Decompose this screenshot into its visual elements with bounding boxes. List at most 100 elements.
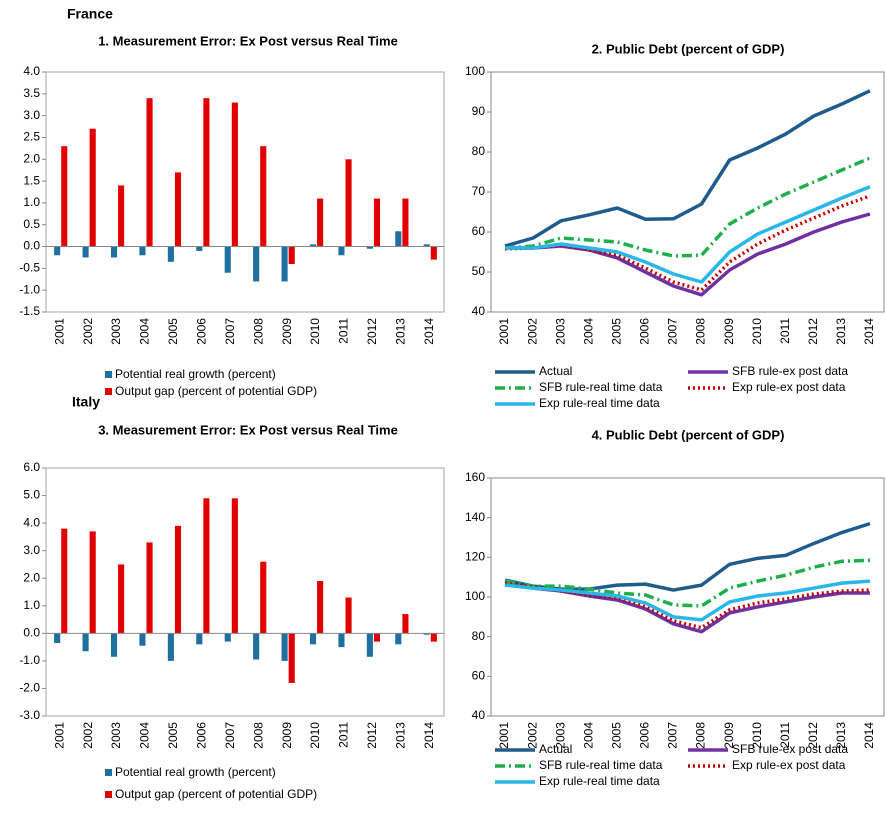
y-tick-label: -1.0 xyxy=(19,653,40,667)
bar xyxy=(395,231,402,247)
line-series xyxy=(504,579,871,622)
bar xyxy=(317,580,324,634)
x-tick-label: 2011 xyxy=(337,722,351,748)
bar xyxy=(224,246,231,273)
legend-swatch xyxy=(105,769,112,776)
country-heading: France xyxy=(67,6,113,22)
y-tick-label: -1.5 xyxy=(19,304,40,318)
bar xyxy=(61,528,68,634)
bar xyxy=(146,542,153,634)
bar xyxy=(260,561,267,634)
chart-title: 1. Measurement Error: Ex Post versus Rea… xyxy=(98,33,398,48)
x-tick-label: 2004 xyxy=(581,318,595,345)
bar xyxy=(89,531,96,634)
legend-label: SFB rule-real time data xyxy=(539,380,663,394)
x-tick-label: 2003 xyxy=(109,722,123,749)
bar xyxy=(54,633,61,643)
x-tick-label: 2014 xyxy=(862,318,876,345)
x-tick-label: 2002 xyxy=(525,318,539,345)
y-tick-label: 70 xyxy=(472,184,486,198)
y-tick-label: -3.0 xyxy=(19,708,40,722)
legend-label: SFB rule-ex post data xyxy=(732,364,848,378)
x-tick-label: 2004 xyxy=(581,722,595,749)
x-tick-label: 2011 xyxy=(778,722,792,748)
y-tick-label: 6.0 xyxy=(23,460,40,474)
line-series xyxy=(504,89,871,248)
x-tick-label: 2006 xyxy=(638,722,652,749)
x-tick-label: 2014 xyxy=(862,722,876,749)
y-tick-label: 60 xyxy=(472,669,486,683)
legend-label: Exp rule-real time data xyxy=(539,774,660,788)
legend-swatch xyxy=(105,791,112,798)
y-tick-label: 120 xyxy=(465,550,485,564)
bar xyxy=(345,597,352,634)
chart-title: 3. Measurement Error: Ex Post versus Rea… xyxy=(98,422,398,437)
y-tick-label: 2.5 xyxy=(23,130,40,144)
x-tick-label: 2012 xyxy=(365,722,379,749)
y-tick-label: 1.0 xyxy=(23,195,40,209)
bar xyxy=(139,246,146,256)
bar xyxy=(231,498,238,634)
legend-label: Exp rule-ex post data xyxy=(732,380,846,394)
x-tick-label: 2011 xyxy=(778,318,792,344)
bar xyxy=(373,633,381,642)
bar xyxy=(430,246,437,260)
bar xyxy=(203,498,210,634)
bar xyxy=(366,246,373,249)
x-tick-label: 2006 xyxy=(195,722,209,749)
bar xyxy=(196,246,203,251)
x-tick-label: 2005 xyxy=(609,318,623,345)
y-tick-label: 0.0 xyxy=(23,239,40,253)
bar xyxy=(146,98,153,247)
y-tick-label: 80 xyxy=(472,629,486,643)
bar xyxy=(309,244,317,247)
x-tick-label: 2007 xyxy=(666,318,680,345)
bar xyxy=(224,633,231,642)
x-tick-label: 2010 xyxy=(750,722,764,749)
y-tick-label: 5.0 xyxy=(23,488,40,502)
bar xyxy=(309,633,317,645)
bar xyxy=(253,246,260,282)
x-tick-label: 2001 xyxy=(497,722,511,749)
bar xyxy=(288,633,295,683)
x-tick-label: 2007 xyxy=(223,722,237,749)
x-tick-label: 2008 xyxy=(251,722,265,749)
bar xyxy=(203,98,210,247)
y-tick-label: 60 xyxy=(472,224,486,238)
y-tick-label: 3.0 xyxy=(23,108,40,122)
bar xyxy=(174,172,182,247)
y-tick-label: 140 xyxy=(465,510,485,524)
bar xyxy=(167,633,174,661)
y-tick-label: 1.5 xyxy=(23,173,40,187)
chart-title: 4. Public Debt (percent of GDP) xyxy=(592,427,785,442)
x-tick-label: 2013 xyxy=(394,318,408,345)
x-tick-label: 2009 xyxy=(280,318,294,345)
y-tick-label: 0.5 xyxy=(23,217,40,231)
x-tick-label: 2008 xyxy=(694,722,708,749)
x-tick-label: 2003 xyxy=(553,722,567,749)
x-tick-label: 2005 xyxy=(166,722,180,749)
legend-label: Actual xyxy=(539,364,572,378)
bar xyxy=(110,246,118,258)
x-tick-label: 2001 xyxy=(52,722,66,749)
y-tick-label: 80 xyxy=(472,144,486,158)
x-tick-label: 2003 xyxy=(553,318,567,345)
bar xyxy=(82,633,89,652)
x-tick-label: 2002 xyxy=(81,318,95,345)
bar xyxy=(260,146,267,247)
y-tick-label: 160 xyxy=(465,470,485,484)
x-tick-label: 2010 xyxy=(308,722,322,749)
x-tick-label: 2009 xyxy=(722,318,736,345)
legend-label: Exp rule-real time data xyxy=(539,396,660,410)
bar xyxy=(118,185,125,247)
bar xyxy=(196,633,203,645)
bar xyxy=(82,246,89,258)
bar xyxy=(118,564,125,634)
legend-label: SFB rule-ex post data xyxy=(732,742,848,756)
y-tick-label: 40 xyxy=(472,708,486,722)
legend-label: Potential real growth (percent) xyxy=(115,367,276,381)
legend-swatch xyxy=(105,371,112,378)
y-tick-label: 1.0 xyxy=(23,598,40,612)
legend-label: Exp rule-ex post data xyxy=(732,758,846,772)
y-tick-label: 2.0 xyxy=(23,151,40,165)
